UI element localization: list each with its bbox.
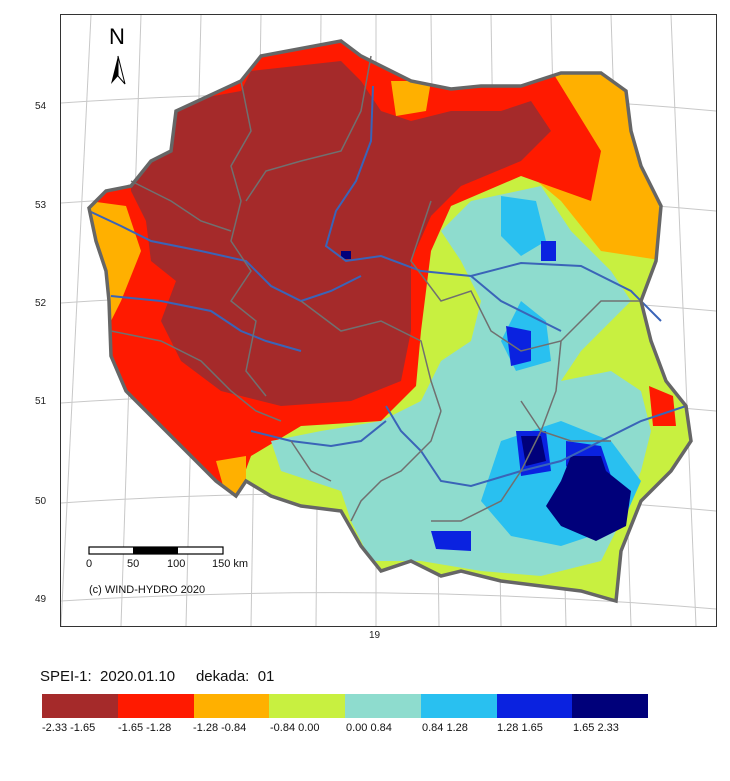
index-name: SPEI-1: — [40, 668, 92, 685]
legend-label-4: -0.84 0.00 — [270, 722, 320, 734]
index-date: 2020.01.10 — [100, 668, 176, 685]
lon-label-19: 19 — [369, 630, 381, 641]
legend-swatch-1 — [42, 694, 118, 718]
scale-bar — [88, 546, 224, 555]
scale-label-150: 150 km — [212, 558, 249, 570]
legend-swatch-6 — [420, 694, 497, 718]
lat-label-50: 50 — [35, 496, 47, 507]
spei-zone-navy — [341, 251, 631, 541]
scale-label-100: 100 — [167, 558, 186, 570]
legend-swatch-8 — [572, 694, 648, 718]
spei-zone-orange-west — [89, 201, 141, 321]
legend-swatch-5 — [345, 694, 421, 718]
north-label: N — [109, 24, 125, 49]
dekada-label: dekada: — [195, 668, 250, 685]
lat-label-54: 54 — [35, 101, 47, 112]
lat-label-52: 52 — [35, 298, 47, 309]
lat-label-51: 51 — [35, 396, 47, 407]
spei-zone-dark-red — [131, 61, 551, 406]
country-border — [87, 39, 693, 604]
legend-swatch-2 — [117, 694, 194, 718]
lat-label-53: 53 — [35, 200, 47, 211]
spei-zone-orange-north — [391, 81, 431, 116]
legend-label-5: 0.00 0.84 — [346, 722, 392, 734]
map-title: SPEI-1: 2020.01.10 dekada: 01 — [40, 668, 274, 685]
scale-label-50: 50 — [127, 558, 140, 570]
legend-label-1: -2.33 -1.65 — [42, 722, 96, 734]
legend-swatch-4 — [269, 694, 345, 718]
scale-label-0: 0 — [86, 558, 93, 570]
copyright-text: (c) WIND-HYDRO 2020 — [89, 584, 206, 596]
legend-label-7: 1.28 1.65 — [497, 722, 543, 734]
legend-swatch-3 — [193, 694, 270, 718]
legend-swatch-7 — [496, 694, 573, 718]
rivers — [88, 85, 687, 488]
north-arrow-icon — [111, 55, 126, 85]
admin-borders — [110, 55, 641, 522]
legend-color-bar — [42, 694, 648, 718]
legend-label-2: -1.65 -1.28 — [118, 722, 172, 734]
map-frame — [60, 14, 717, 627]
legend-label-6: 0.84 1.28 — [422, 722, 468, 734]
legend-label-3: -1.28 -0.84 — [193, 722, 247, 734]
lat-label-49: 49 — [35, 594, 47, 605]
dekada-value: 01 — [257, 668, 275, 685]
legend-label-8: 1.65 2.33 — [573, 722, 619, 734]
map-canvas — [61, 15, 716, 626]
